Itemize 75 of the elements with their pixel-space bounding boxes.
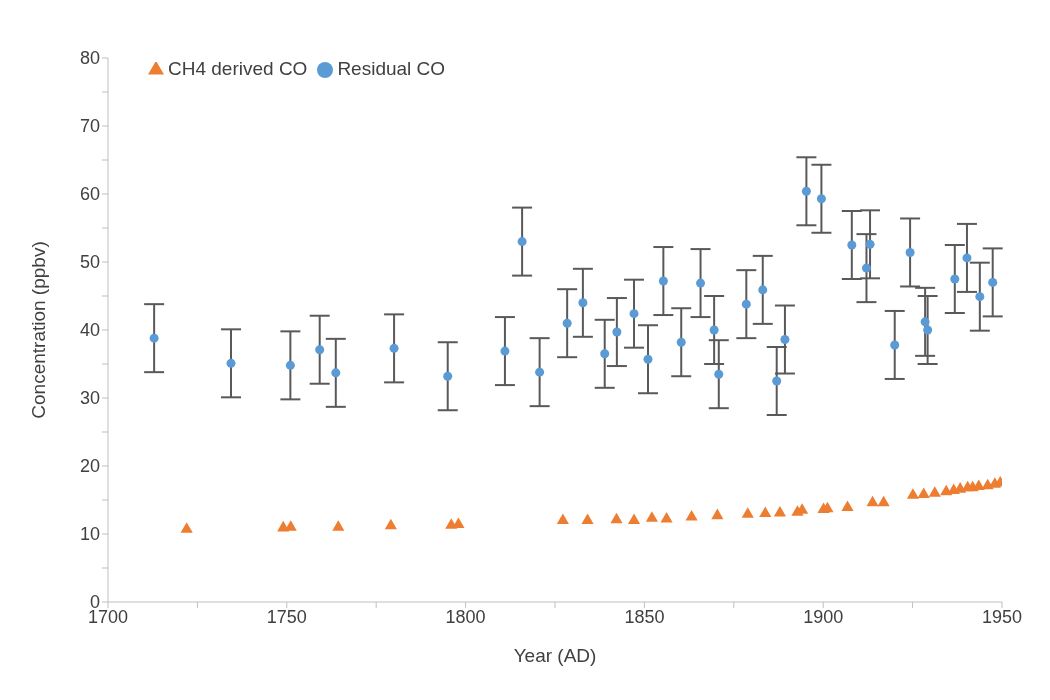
point [535,367,545,377]
point [581,513,594,524]
point [600,349,610,359]
point [816,194,826,204]
point [610,512,623,524]
point [772,376,782,386]
point [443,371,453,381]
point [658,276,668,286]
y-tick-label: 50 [79,252,100,273]
point [629,309,639,319]
x-tick-label: 1900 [803,606,844,627]
point [149,333,159,343]
point [865,239,875,249]
point [841,500,854,511]
point [988,277,998,287]
x-tick-label: 1800 [445,606,486,627]
point [562,318,572,328]
y-tick-label: 80 [79,48,100,69]
x-axis-title: Year (AD) [513,645,597,666]
point [923,325,933,335]
y-tick-label: 70 [79,116,100,137]
x-tick-label: 1750 [266,606,307,627]
point [928,486,941,497]
point [517,237,527,247]
point [905,247,915,257]
point [685,509,698,521]
point [801,186,811,196]
legend-label: Residual CO [337,58,446,79]
point [780,335,790,345]
point [773,505,787,517]
point [660,512,673,523]
point [696,278,706,288]
point [645,511,658,522]
point [612,327,622,337]
point [384,518,397,530]
point [758,285,768,295]
point [180,522,193,533]
point [741,299,751,309]
point [741,507,754,518]
y-tick-label: 20 [79,456,100,477]
x-tick-label: 1850 [624,606,665,627]
point [578,298,588,308]
point [866,495,879,507]
point [975,292,985,302]
point [962,253,972,263]
point [389,343,399,353]
point [676,337,686,347]
point [714,369,724,379]
point [331,368,341,378]
y-tick-label: 10 [79,524,100,545]
x-tick-label: 1950 [981,606,1023,627]
point [847,240,857,250]
point [643,354,653,364]
point [556,513,569,524]
y-tick-label: 40 [79,320,100,341]
legend-label: CH4 derived CO [168,58,308,79]
point [917,487,930,499]
point [332,520,345,531]
point [920,317,930,327]
point [759,506,772,518]
point [950,274,960,284]
point [711,508,724,520]
point [315,345,325,355]
point [861,263,871,273]
y-tick-label: 30 [79,388,100,409]
point [226,358,236,368]
point [877,495,890,507]
y-axis-title: Concentration (ppbv) [27,241,49,419]
point [627,513,641,524]
point [890,340,900,350]
point [906,488,920,499]
point [285,360,295,370]
y-tick-label: 60 [79,184,100,205]
point [709,325,719,335]
point [500,346,510,356]
